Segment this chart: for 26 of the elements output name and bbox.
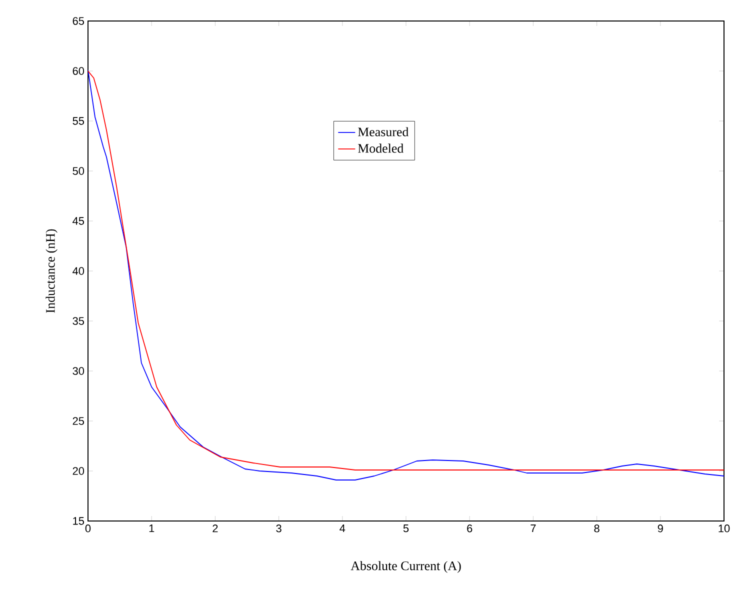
y-tick-label: 40 (72, 267, 84, 275)
x-tick-label: 7 (530, 524, 536, 532)
x-axis-title: Absolute Current (A) (350, 561, 461, 573)
y-tick-label: 50 (72, 167, 84, 175)
x-tick-label: 0 (85, 524, 91, 532)
x-tick-label: 4 (340, 524, 346, 532)
y-tick-label: 20 (72, 467, 84, 475)
x-tick-label: 1 (149, 524, 154, 532)
x-tick-label: 8 (594, 524, 600, 532)
y-tick-label: 30 (72, 367, 84, 375)
y-axis-title: Inductance (nH) (46, 229, 58, 313)
x-tick-label: 6 (467, 524, 472, 532)
x-tick-label: 9 (658, 524, 663, 532)
y-tick-label: 45 (72, 217, 84, 225)
x-tick-label: 5 (403, 524, 409, 532)
y-tick-label: 55 (72, 117, 84, 125)
y-tick-label: 25 (72, 417, 84, 425)
legend-label: Modeled (358, 144, 404, 153)
x-tick-label: 3 (276, 524, 282, 532)
y-tick-label: 65 (72, 17, 84, 25)
x-tick-label: 2 (212, 524, 218, 532)
y-tick-label: 35 (72, 317, 84, 325)
y-tick-label: 60 (72, 67, 84, 75)
x-tick-label: 10 (718, 524, 730, 532)
legend-label: Measured (358, 127, 409, 136)
y-tick-label: 15 (73, 517, 84, 525)
